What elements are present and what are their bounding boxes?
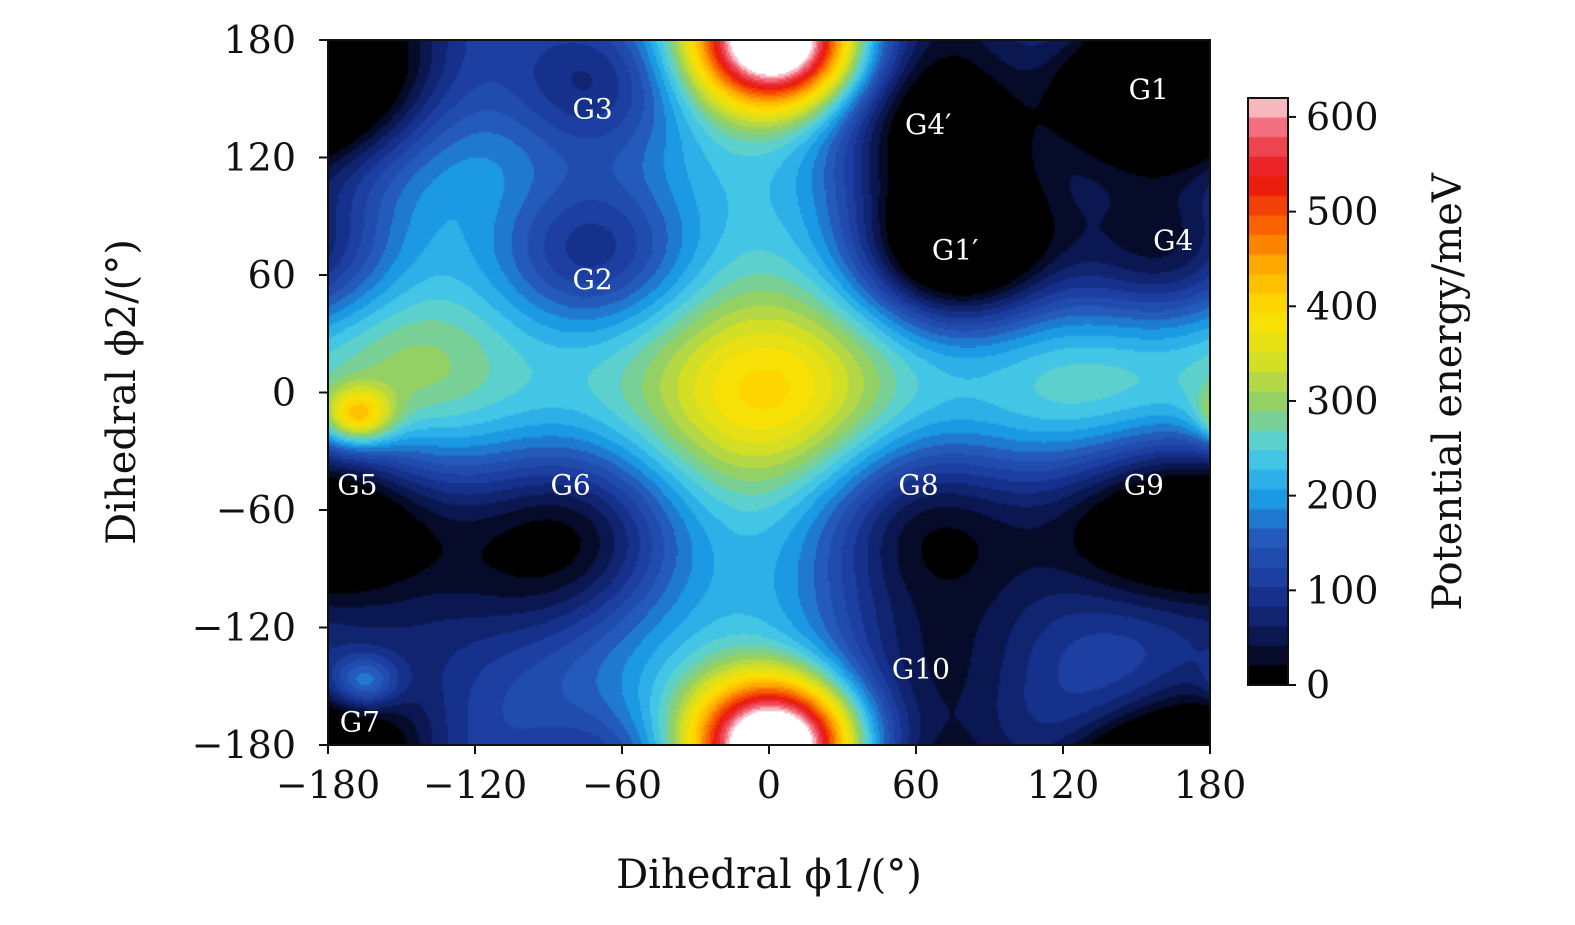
y-tick-label: 180 [223, 18, 296, 62]
x-axis-ticks: −180 −120 −60 0 60 120 180 [276, 745, 1246, 807]
x-axis-label: Dihedral ϕ1/(°) [616, 852, 922, 898]
y-tick-label: −180 [192, 723, 296, 767]
colorbar-label: Potential energy/meV [1425, 172, 1471, 611]
heatmap-plot-area [328, 40, 1210, 745]
colorbar-ticks: 0 100 200 300 400 500 600 [1288, 95, 1379, 707]
minimum-label: G9 [1124, 469, 1164, 502]
minimum-label: G7 [340, 706, 380, 739]
colorbar-tick-label: 500 [1306, 190, 1379, 234]
y-tick-label: −60 [216, 488, 296, 532]
x-tick-label: 0 [757, 763, 781, 807]
minimum-label: G3 [573, 93, 613, 126]
y-tick-label: 120 [223, 136, 296, 180]
colorbar-gradient [1248, 98, 1288, 685]
minimum-label: G1′ [932, 234, 979, 267]
y-tick-label: 60 [248, 253, 296, 297]
colorbar-tick-label: 300 [1306, 379, 1379, 423]
x-tick-label: 60 [892, 763, 940, 807]
colorbar-tick-label: 200 [1306, 474, 1379, 518]
minimum-label: G8 [898, 469, 938, 502]
colorbar-tick-label: 400 [1306, 284, 1379, 328]
colorbar-tick-label: 600 [1306, 95, 1379, 139]
colorbar-tick-label: 0 [1306, 663, 1330, 707]
colorbar-tick-label: 100 [1306, 568, 1379, 612]
x-tick-label: −60 [582, 763, 662, 807]
minimum-label: G10 [892, 653, 950, 686]
minimum-label: G1 [1129, 73, 1169, 106]
x-tick-label: 180 [1174, 763, 1247, 807]
minimum-label: G5 [337, 469, 377, 502]
y-axis-label: Dihedral ϕ2/(°) [99, 239, 145, 545]
y-tick-label: 0 [272, 371, 296, 415]
colorbar-frame [1247, 97, 1289, 686]
minimum-label: G4 [1153, 224, 1193, 257]
x-tick-label: 120 [1027, 763, 1100, 807]
x-tick-label: −180 [276, 763, 380, 807]
heatmap-image [328, 40, 1210, 745]
minimum-label: G4′ [905, 108, 952, 141]
minimum-label: G6 [550, 469, 590, 502]
minima-labels: G1 G1′ G2 G3 G4 G4′ G5 G6 G7 G8 G9 G10 [337, 73, 1193, 739]
y-tick-label: −120 [192, 606, 296, 650]
minimum-label: G2 [573, 263, 613, 296]
colorbar: 0 100 200 300 400 500 600 [1247, 95, 1379, 707]
x-tick-label: −120 [423, 763, 527, 807]
y-axis-ticks: −180 −120 −60 0 60 120 180 [192, 18, 328, 767]
